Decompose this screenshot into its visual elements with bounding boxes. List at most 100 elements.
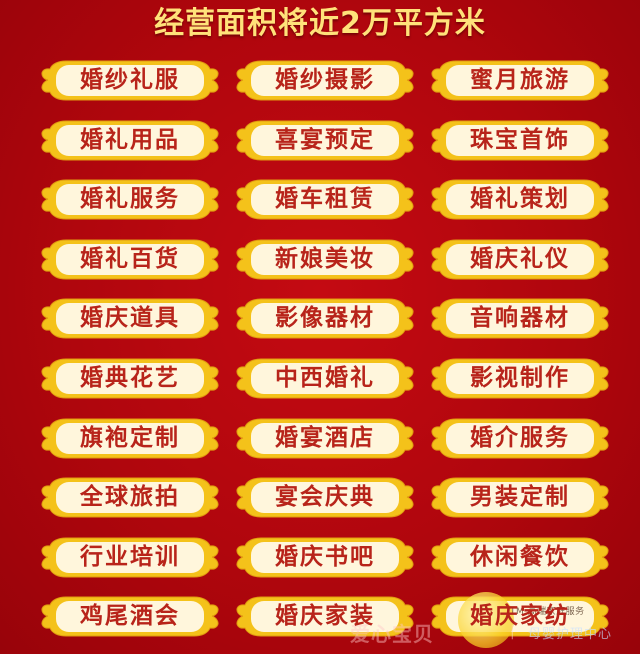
badge-frame-icon	[236, 179, 414, 220]
service-badge[interactable]: 影像器材	[235, 296, 415, 341]
badge-frame-icon	[431, 298, 609, 339]
service-row: 婚庆道具 影像器材 音响器材	[40, 296, 610, 341]
service-badge[interactable]: 婚礼用品	[40, 118, 220, 163]
service-label: 休闲餐饮	[470, 543, 570, 570]
badge-frame-icon	[431, 418, 609, 459]
service-label: 中西婚礼	[275, 364, 375, 391]
badge-frame-icon	[236, 418, 414, 459]
service-badge[interactable]: 男装定制	[430, 475, 610, 520]
service-badge[interactable]: 宴会庆典	[235, 475, 415, 520]
service-badge[interactable]: 婚礼策划	[430, 177, 610, 222]
service-badge[interactable]: 影视制作	[430, 356, 610, 401]
service-badge[interactable]: 婚车租赁	[235, 177, 415, 222]
service-label: 婚车租赁	[275, 186, 375, 213]
service-label: 婚礼百货	[80, 245, 180, 272]
service-label: 婚礼策划	[470, 186, 570, 213]
badge-frame-icon	[431, 120, 609, 161]
service-badge[interactable]: 休闲餐饮	[430, 535, 610, 580]
service-badge[interactable]: 婚庆礼仪	[430, 237, 610, 282]
badge-frame-icon	[236, 358, 414, 399]
service-row: 行业培训 婚庆书吧 休闲餐饮	[40, 535, 610, 580]
badge-frame-icon	[41, 596, 219, 637]
service-label: 婚庆书吧	[275, 543, 375, 570]
service-badge[interactable]: 旗袍定制	[40, 416, 220, 461]
badge-frame-icon	[236, 477, 414, 518]
service-row: 婚礼服务 婚车租赁 婚礼策划	[40, 177, 610, 222]
service-badge[interactable]: 婚庆家装	[235, 594, 415, 639]
service-label: 新娘美妆	[275, 245, 375, 272]
badge-frame-icon	[431, 537, 609, 578]
service-label: 影像器材	[275, 305, 375, 332]
badge-frame-icon	[431, 179, 609, 220]
service-label: 影视制作	[470, 364, 570, 391]
service-badge[interactable]: 蜜月旅游	[430, 58, 610, 103]
badge-frame-icon	[41, 239, 219, 280]
badge-frame-icon	[236, 596, 414, 637]
service-badge[interactable]: 珠宝首饰	[430, 118, 610, 163]
service-label: 音响器材	[470, 305, 570, 332]
service-row: 婚礼用品 喜宴预定 珠宝首饰	[40, 118, 610, 163]
service-label: 婚典花艺	[80, 364, 180, 391]
service-row: 婚典花艺 中西婚礼 影视制作	[40, 356, 610, 401]
service-label: 鸡尾酒会	[80, 603, 180, 630]
service-badge[interactable]: 行业培训	[40, 535, 220, 580]
badge-frame-icon	[236, 537, 414, 578]
service-badge[interactable]: 婚礼百货	[40, 237, 220, 282]
service-label: 蜜月旅游	[470, 67, 570, 93]
service-label: 婚礼用品	[80, 126, 180, 153]
badge-frame-icon	[236, 120, 414, 161]
service-label: 旗袍定制	[80, 424, 180, 451]
service-badge[interactable]: 婚典花艺	[40, 356, 220, 401]
badge-frame-icon	[41, 537, 219, 578]
service-label: 宴会庆典	[275, 484, 375, 511]
service-grid: 婚纱礼服 婚纱摄影 蜜月旅游婚礼用品 喜宴预定 珠宝首饰婚礼服务 婚车租赁 婚礼策划婚礼百货…	[40, 58, 610, 654]
service-badge[interactable]: 婚纱摄影	[235, 58, 415, 103]
service-badge[interactable]: 音响器材	[430, 296, 610, 341]
service-row: 婚纱礼服 婚纱摄影 蜜月旅游	[40, 58, 610, 103]
service-badge[interactable]: 婚宴酒店	[235, 416, 415, 461]
service-label: 婚礼服务	[80, 186, 180, 213]
service-badge[interactable]: 婚庆道具	[40, 296, 220, 341]
service-label: 喜宴预定	[275, 126, 375, 153]
badge-frame-icon	[41, 418, 219, 459]
badge-frame-icon	[41, 298, 219, 339]
service-badge[interactable]: 中西婚礼	[235, 356, 415, 401]
service-label: 婚庆家装	[275, 603, 375, 630]
service-label: 婚庆家纺	[470, 603, 570, 630]
badge-frame-icon	[431, 358, 609, 399]
service-label: 行业培训	[80, 543, 180, 570]
service-badge[interactable]: 婚纱礼服	[40, 58, 220, 103]
service-badge[interactable]: 婚介服务	[430, 416, 610, 461]
badge-frame-icon	[431, 60, 609, 101]
service-label: 婚纱礼服	[80, 67, 180, 93]
badge-frame-icon	[236, 239, 414, 280]
service-label: 婚庆礼仪	[470, 245, 570, 272]
badge-frame-icon	[41, 179, 219, 220]
service-row: 鸡尾酒会 婚庆家装 婚庆家纺	[40, 594, 610, 639]
service-row: 婚礼百货 新娘美妆 婚庆礼仪	[40, 237, 610, 282]
service-badge[interactable]: 新娘美妆	[235, 237, 415, 282]
page-title: 经营面积将近2万平方米	[154, 6, 486, 41]
badge-frame-icon	[41, 60, 219, 101]
service-badge[interactable]: 婚礼服务	[40, 177, 220, 222]
badge-frame-icon	[236, 60, 414, 101]
service-row: 全球旅拍 宴会庆典 男装定制	[40, 475, 610, 520]
service-label: 珠宝首饰	[470, 126, 570, 153]
service-label: 婚纱摄影	[275, 67, 375, 93]
badge-frame-icon	[236, 298, 414, 339]
service-badge[interactable]: 全球旅拍	[40, 475, 220, 520]
service-label: 全球旅拍	[80, 484, 180, 511]
badge-frame-icon	[431, 239, 609, 280]
service-badge[interactable]: 鸡尾酒会	[40, 594, 220, 639]
service-label: 婚庆道具	[80, 305, 180, 332]
service-label: 男装定制	[470, 484, 570, 511]
service-badge[interactable]: 婚庆家纺	[430, 594, 610, 639]
service-badge[interactable]: 喜宴预定	[235, 118, 415, 163]
service-label: 婚介服务	[470, 424, 570, 451]
badge-frame-icon	[41, 477, 219, 518]
service-row: 旗袍定制 婚宴酒店 婚介服务	[40, 416, 610, 461]
service-badge[interactable]: 婚庆书吧	[235, 535, 415, 580]
badge-frame-icon	[431, 477, 609, 518]
badge-frame-icon	[41, 358, 219, 399]
